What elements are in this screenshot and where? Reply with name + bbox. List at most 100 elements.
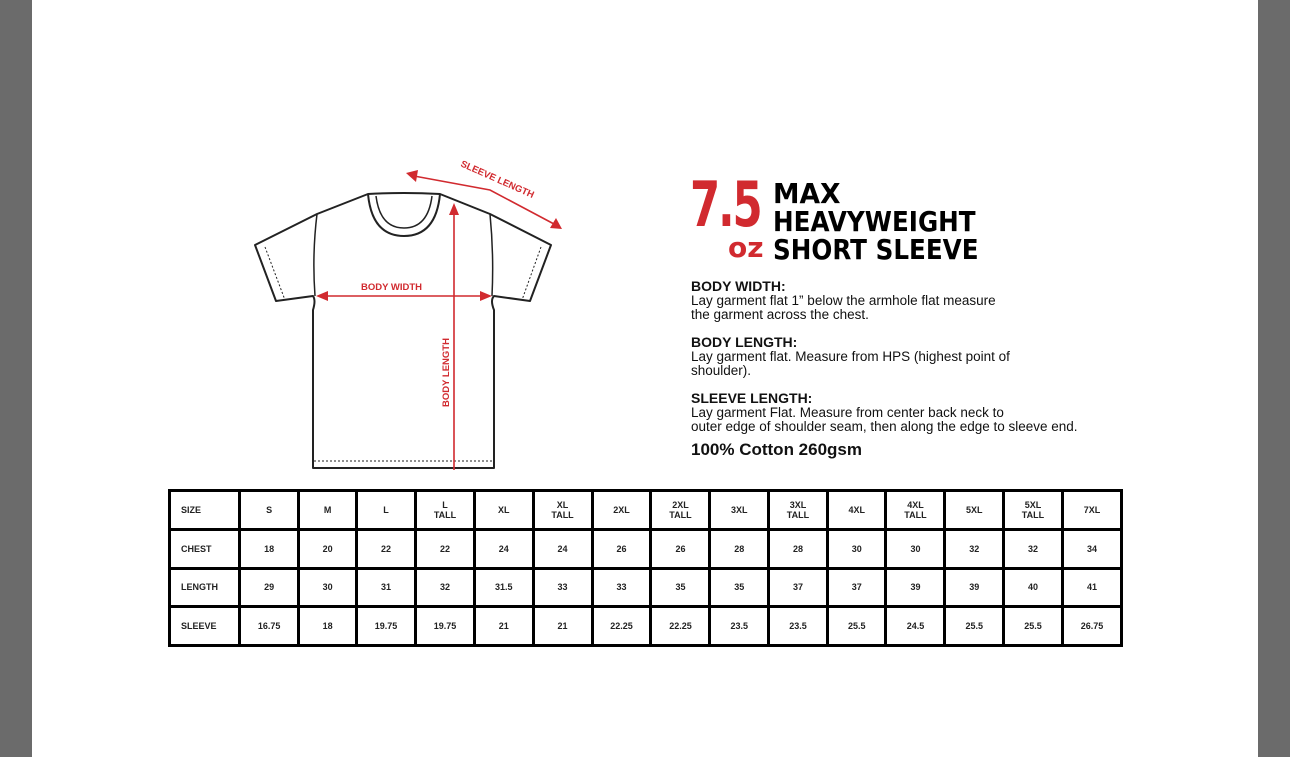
table-cell: 25.5 [943,605,1005,647]
tshirt-outline [254,192,552,469]
sleeve-length-text: outer edge of shoulder seam, then along … [691,419,1078,434]
body-width-text: Lay garment flat 1” below the armhole fl… [691,293,996,308]
table-cell: 22 [355,527,418,570]
size-header-cell: XL TALL [531,489,594,531]
table-cell: 26 [649,527,712,570]
body-width-label: BODY WIDTH [361,282,422,293]
sleeve-length-heading: SLEEVE LENGTH: [691,390,813,406]
body-width-heading: BODY WIDTH: [691,278,786,294]
title-line-3: SHORT SLEEVE [773,233,979,266]
size-header-cell: S [238,489,301,531]
size-header-cell: 2XL [590,489,653,531]
collar-inner [375,195,433,229]
size-header-cell: XL [473,489,535,531]
table-cell: 18 [238,527,301,570]
arrowhead [550,218,562,229]
table-cell: 35 [708,566,770,609]
table-cell: 31 [355,566,418,609]
table-cell: 25.5 [825,605,888,647]
table-cell: 19.75 [414,605,476,647]
table-cell: 35 [649,566,712,609]
table-cell: 32 [414,566,476,609]
table-cell: 23.5 [708,605,770,647]
size-header-cell: M [297,489,359,531]
size-header-cell: 4XL TALL [884,489,947,531]
title-line-1: MAX [773,177,841,210]
table-row: LENGTH 29 30 31 32 31.5 33 33 35 35 37 37 39 39 40 41 [167,566,1124,609]
title-line-2: HEAVYWEIGHT [773,205,976,238]
table-cell: 25.5 [1001,605,1064,647]
size-header-cell: 4XL [825,489,888,531]
size-header-cell: 7XL [1060,489,1124,531]
measurement-instructions: BODY WIDTH: Lay garment flat 1” below th… [691,278,1078,460]
size-header-cell: 3XL TALL [766,489,829,531]
table-cell: 32 [1001,527,1064,570]
table-cell: 29 [238,566,301,609]
table-cell: 31.5 [473,566,535,609]
table-cell: 40 [1001,566,1064,609]
table-cell: 39 [884,566,947,609]
body-length-text: Lay garment flat. Measure from HPS (high… [691,349,1010,364]
weight-unit: oz [728,231,764,264]
body-width-text: the garment across the chest. [691,307,869,322]
table-cell: 30 [297,566,359,609]
table-cell: 22.25 [590,605,653,647]
table-row: CHEST 18 20 22 22 24 24 26 26 28 28 30 30 32 32 34 [167,527,1124,570]
table-cell: 19.75 [355,605,418,647]
table-cell: 24 [531,527,594,570]
row-header: LENGTH [167,566,242,609]
table-cell: 24 [473,527,535,570]
row-header: SIZE [167,489,242,531]
table-cell: 32 [943,527,1005,570]
table-cell: 28 [766,527,829,570]
table-cell: 33 [531,566,594,609]
sleeve-seam [489,213,494,297]
table-cell: 28 [708,527,770,570]
table-cell: 24.5 [884,605,947,647]
arrowhead [480,291,492,301]
table-cell: 34 [1060,527,1124,570]
size-header-cell: L TALL [414,489,476,531]
table-cell: 22.25 [649,605,712,647]
table-cell: 26.75 [1060,605,1124,647]
body-length-text: shoulder). [691,363,752,378]
sleeve-length-text: Lay garment Flat. Measure from center ba… [691,405,1004,420]
table-cell: 30 [884,527,947,570]
table-cell: 37 [825,566,888,609]
arrowhead [316,291,328,301]
table-row: SLEEVE 16.75 18 19.75 19.75 21 21 22.25 22.25 23.… [167,605,1124,647]
arrowhead [449,203,459,215]
table-row: SIZE S M L L TALL XL XL TALL 2XL 2XL TALL 3XL 3XL … [167,489,1124,531]
size-chart-table: SIZE S M L L TALL XL XL TALL 2XL 2XL TALL 3XL 3XL … [167,489,1124,647]
collar [367,193,441,237]
fabric-spec: 100% Cotton 260gsm [691,440,862,459]
stitch-line [264,246,542,301]
table-cell: 21 [473,605,535,647]
sleeve-length-arrow [413,175,555,225]
size-header-cell: 5XL TALL [1001,489,1064,531]
table-cell: 22 [414,527,476,570]
row-header: CHEST [167,527,242,570]
size-header-cell: 2XL TALL [649,489,712,531]
size-header-cell: L [355,489,418,531]
size-header-cell: 3XL [708,489,770,531]
sleeve-seam [313,213,318,297]
body-length-heading: BODY LENGTH: [691,334,798,350]
table-cell: 16.75 [238,605,301,647]
table-cell: 20 [297,527,359,570]
table-cell: 37 [766,566,829,609]
table-cell: 39 [943,566,1005,609]
table-cell: 21 [531,605,594,647]
table-cell: 23.5 [766,605,829,647]
body-length-label: BODY LENGTH [441,338,452,407]
arrowhead [406,170,418,182]
weight-value: 7.5 [690,168,763,241]
table-cell: 41 [1060,566,1124,609]
size-header-cell: 5XL [943,489,1005,531]
table-cell: 26 [590,527,653,570]
table-cell: 33 [590,566,653,609]
table-cell: 18 [297,605,359,647]
table-cell: 30 [825,527,888,570]
row-header: SLEEVE [167,605,242,647]
